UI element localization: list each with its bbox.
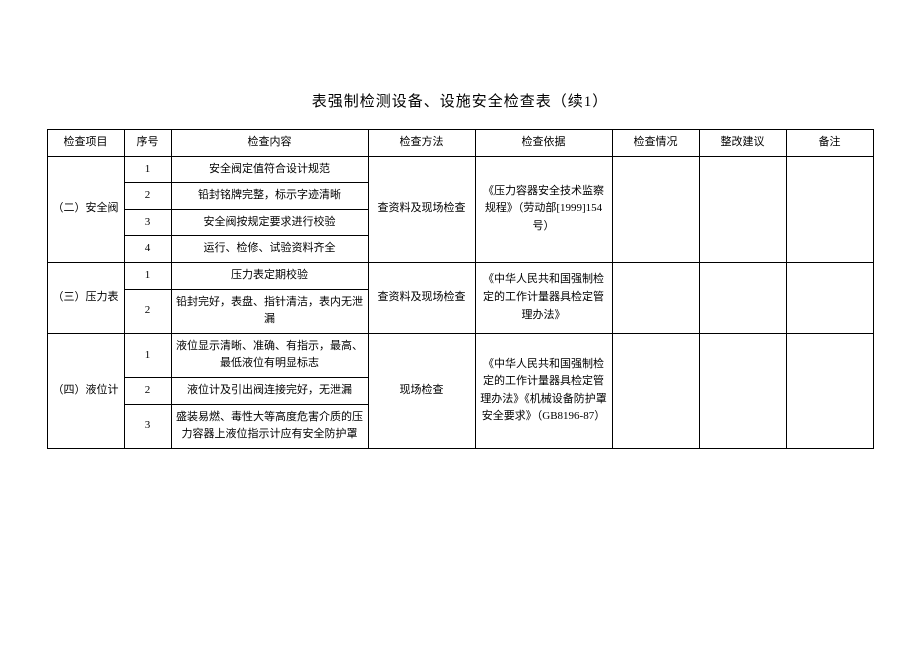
header-item: 检查项目 [47,130,124,157]
header-note: 备注 [786,130,873,157]
cell-seq: 4 [124,236,171,263]
table-row: （二）安全阀 1 安全阀定值符合设计规范 查资料及现场检查 《压力容器安全技术监… [47,156,873,183]
cell-seq: 2 [124,183,171,210]
cell-content: 安全阀按规定要求进行校验 [171,209,368,236]
table-row: （四）液位计 1 液位显示清晰、准确、有指示，最高、最低液位有明显标志 现场检查… [47,333,873,377]
cell-seq: 3 [124,404,171,448]
cell-seq: 1 [124,156,171,183]
cell-content: 运行、检修、试验资料齐全 [171,236,368,263]
page-title: 表强制检测设备、设施安全检查表（续1） [312,90,609,111]
cell-content: 压力表定期校验 [171,262,368,289]
cell-method: 查资料及现场检查 [368,262,475,333]
table-row: （三）压力表 1 压力表定期校验 查资料及现场检查 《中华人民共和国强制检定的工… [47,262,873,289]
cell-content: 铅封完好，表盘、指针清洁，表内无泄漏 [171,289,368,333]
cell-note [786,333,873,448]
cell-item: （三）压力表 [47,262,124,333]
cell-content: 铅封铭牌完整，标示字迹清晰 [171,183,368,210]
cell-note [786,156,873,262]
header-basis: 检查依据 [475,130,612,157]
cell-basis: 《中华人民共和国强制检定的工作计量器具检定管理办法》《机械设备防护罩安全要求》（… [475,333,612,448]
header-suggest: 整改建议 [699,130,786,157]
cell-content: 盛装易燃、毒性大等高度危害介质的压力容器上液位指示计应有安全防护罩 [171,404,368,448]
header-row: 检查项目 序号 检查内容 检查方法 检查依据 检查情况 整改建议 备注 [47,130,873,157]
cell-method: 现场检查 [368,333,475,448]
header-seq: 序号 [124,130,171,157]
cell-suggest [699,156,786,262]
cell-status [612,333,699,448]
cell-basis: 《中华人民共和国强制检定的工作计量器具检定管理办法》 [475,262,612,333]
cell-content: 安全阀定值符合设计规范 [171,156,368,183]
cell-suggest [699,333,786,448]
cell-method: 查资料及现场检查 [368,156,475,262]
cell-seq: 2 [124,289,171,333]
cell-content: 液位显示清晰、准确、有指示，最高、最低液位有明显标志 [171,333,368,377]
cell-status [612,262,699,333]
cell-item: （四）液位计 [47,333,124,448]
cell-seq: 2 [124,377,171,404]
cell-seq: 1 [124,262,171,289]
cell-item: （二）安全阀 [47,156,124,262]
cell-basis: 《压力容器安全技术监察规程》（劳动部[1999]154 号） [475,156,612,262]
cell-status [612,156,699,262]
cell-seq: 3 [124,209,171,236]
cell-seq: 1 [124,333,171,377]
header-method: 检查方法 [368,130,475,157]
cell-note [786,262,873,333]
header-content: 检查内容 [171,130,368,157]
header-status: 检查情况 [612,130,699,157]
cell-suggest [699,262,786,333]
inspection-table: 检查项目 序号 检查内容 检查方法 检查依据 检查情况 整改建议 备注 （二）安… [47,129,874,449]
cell-content: 液位计及引出阀连接完好，无泄漏 [171,377,368,404]
